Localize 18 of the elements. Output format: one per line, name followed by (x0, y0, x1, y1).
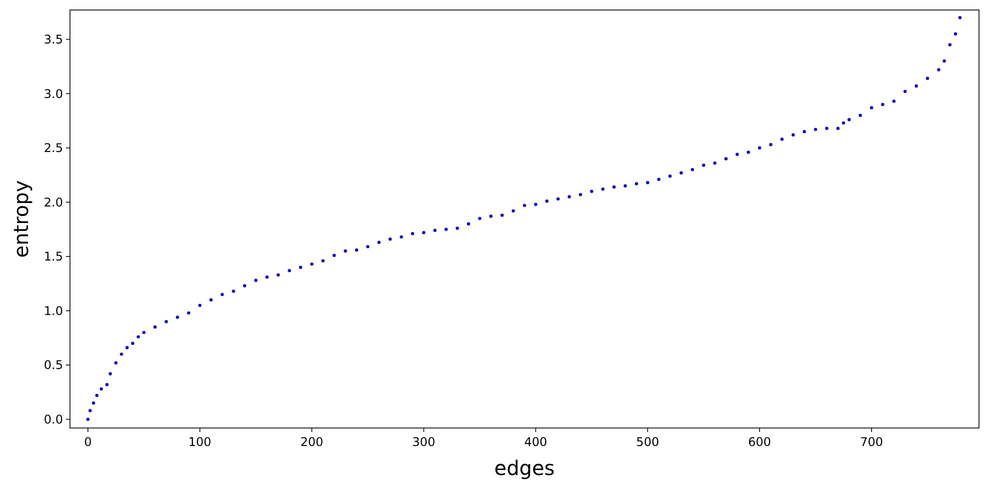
y-axis-title: entropy (9, 180, 33, 258)
x-tick-label: 700 (860, 435, 883, 449)
y-tick-label: 0.5 (44, 358, 63, 372)
y-tick-label: 2.0 (44, 195, 63, 210)
x-axis-title: edges (494, 456, 555, 480)
x-tick-label: 500 (636, 435, 660, 449)
x-tick-label: 200 (300, 435, 324, 449)
y-tick-label: 2.5 (44, 141, 63, 156)
y-tick-label: 1.0 (44, 304, 63, 318)
y-tick-label: 3.0 (44, 86, 63, 101)
x-tick-label: 400 (524, 435, 548, 449)
x-tick-label: 300 (412, 435, 436, 449)
y-tick-label: 3.5 (44, 32, 63, 47)
x-tick-label: 100 (188, 435, 212, 449)
x-tick-label: 0 (84, 435, 92, 449)
y-tick-label: 1.5 (44, 250, 63, 264)
y-tick-label: 0.0 (44, 412, 63, 427)
x-tick-label: 600 (748, 435, 772, 449)
